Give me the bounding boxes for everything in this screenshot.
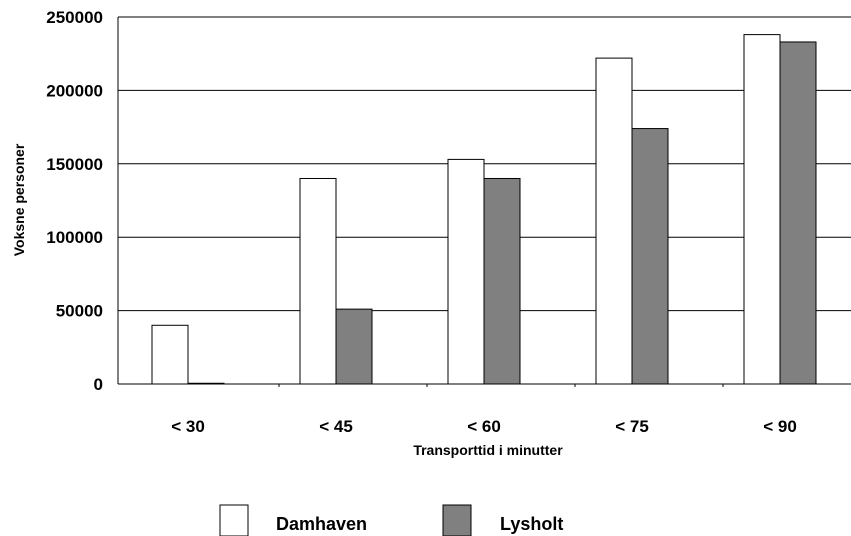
bar-damhaven-4 [743, 34, 781, 385]
bar-lysholt-3 [631, 128, 669, 385]
x-tick-label: < 30 [171, 417, 205, 436]
x-axis-title: Transporttid i minutter [413, 442, 563, 458]
legend-swatch-damhaven [219, 504, 249, 536]
x-tick-label: < 45 [319, 417, 353, 436]
y-tick-label: 0 [94, 375, 103, 394]
legend-label-lysholt: Lysholt [500, 514, 563, 534]
bar-damhaven-1 [299, 177, 337, 385]
x-tick-label: < 75 [615, 417, 649, 436]
y-tick-label: 50000 [56, 302, 103, 321]
bars [151, 34, 817, 385]
y-tick-label: 200000 [46, 81, 103, 100]
y-tick-label: 100000 [46, 228, 103, 247]
y-tick-label: 150000 [46, 155, 103, 174]
x-tick-labels: < 30 < 45 < 60 < 75 < 90 [171, 417, 797, 436]
bar-lysholt-1 [335, 308, 373, 385]
bar-damhaven-0 [151, 324, 189, 385]
y-tick-label: 250000 [46, 8, 103, 27]
bar-lysholt-2 [483, 177, 521, 385]
y-axis-title: Voksne personer [11, 143, 27, 256]
legend: Damhaven Lysholt [219, 504, 563, 536]
bar-damhaven-2 [447, 158, 485, 385]
legend-label-damhaven: Damhaven [276, 514, 367, 534]
x-tick-label: < 90 [763, 417, 797, 436]
legend-swatch-lysholt [442, 504, 472, 536]
bar-lysholt-0 [187, 382, 225, 385]
bar-damhaven-3 [595, 57, 633, 385]
bar-lysholt-4 [779, 41, 817, 385]
y-tick-labels: 0 50000 100000 150000 200000 250000 [46, 8, 103, 394]
x-tick-label: < 60 [467, 417, 501, 436]
axes [117, 17, 724, 387]
